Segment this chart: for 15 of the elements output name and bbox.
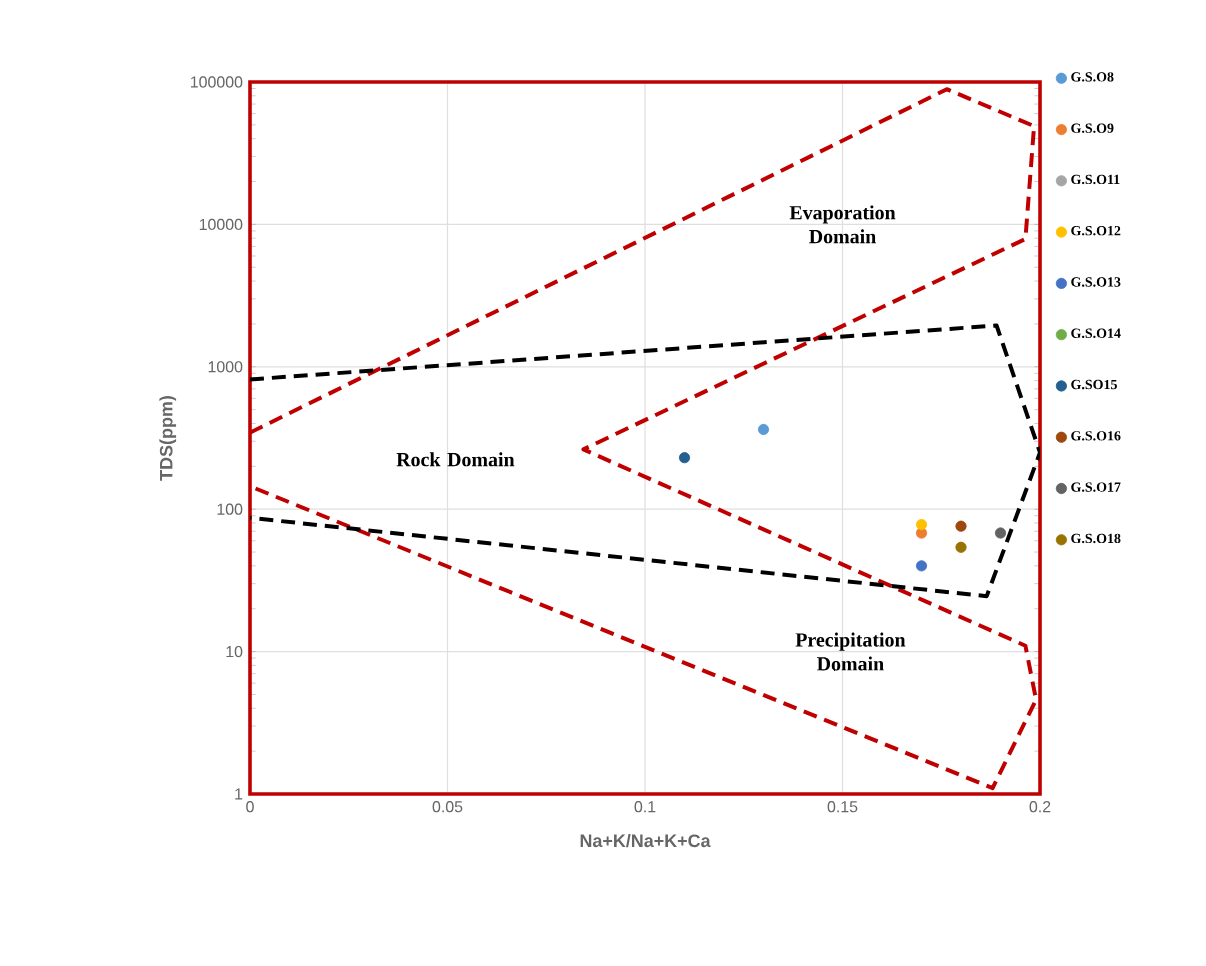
- point: [994, 527, 1007, 539]
- y-axis-title: TDS(ppm): [159, 396, 177, 481]
- point: [915, 527, 928, 539]
- line-series: [250, 323, 1041, 599]
- annotation: Rock Domain: [396, 452, 515, 467]
- annotation: Evaporation Domain: [789, 205, 896, 244]
- annotation: Precipitation Domain: [795, 632, 906, 671]
- point: [915, 560, 928, 572]
- point: [955, 520, 967, 532]
- point: [757, 423, 770, 436]
- point: [915, 518, 928, 531]
- line-series: [250, 87, 1039, 791]
- x-axis-title: Na+K/Na+K+Ca: [580, 833, 711, 848]
- point: [955, 541, 967, 553]
- point: [678, 452, 691, 464]
